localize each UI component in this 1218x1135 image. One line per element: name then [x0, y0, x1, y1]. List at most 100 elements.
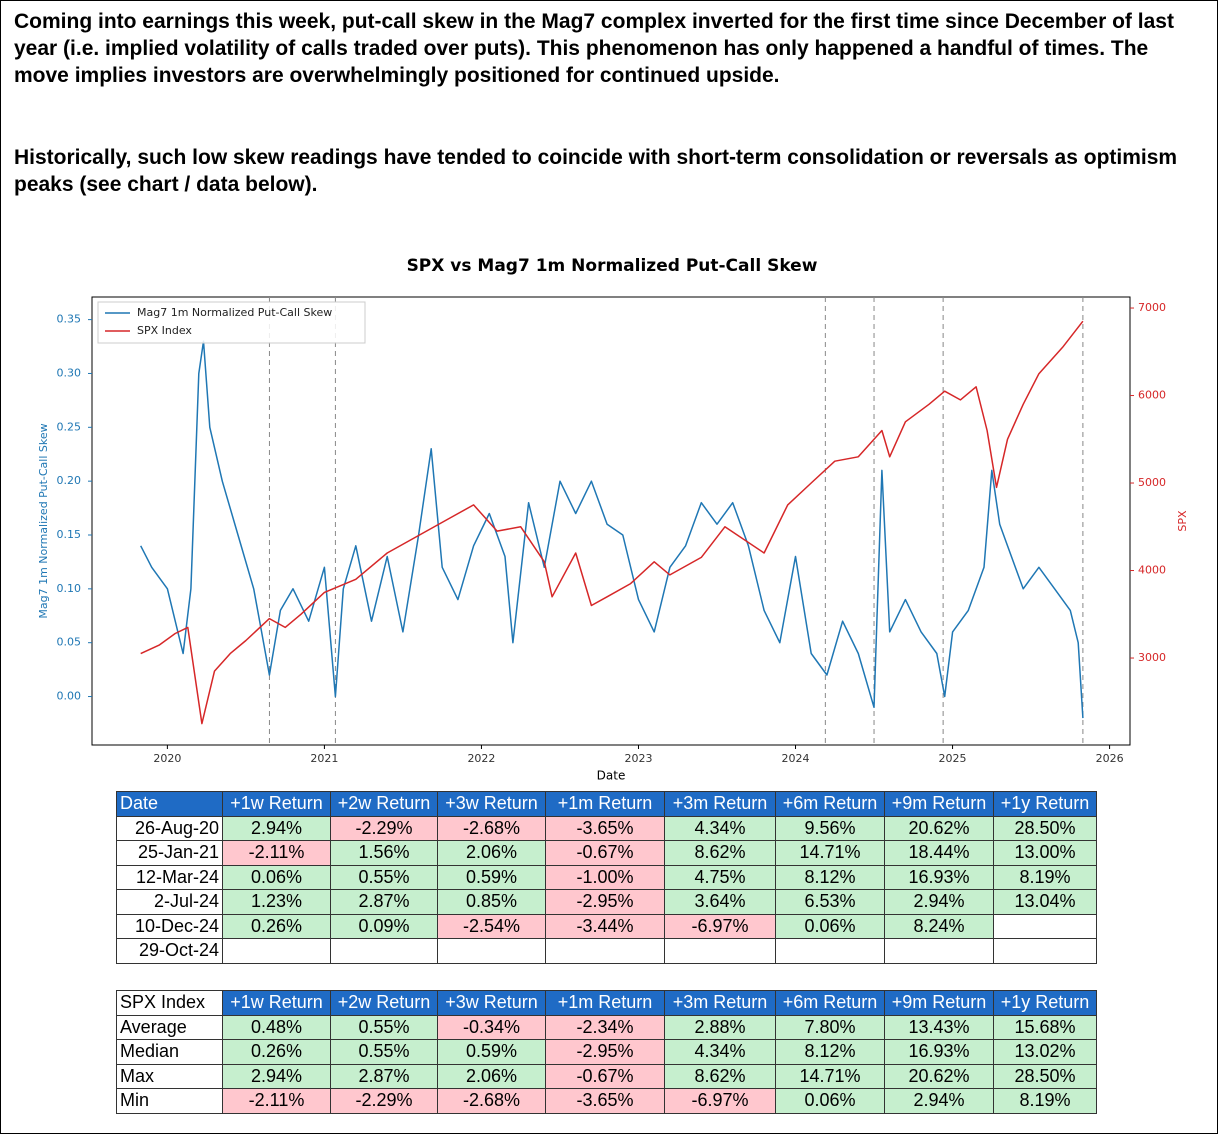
header-cell: +6m Return	[775, 791, 885, 817]
y-axis-label: Mag7 1m Normalized Put-Call Skew	[37, 423, 50, 618]
value-cell: 2.94%	[222, 815, 331, 841]
value-cell: 0.06%	[222, 864, 331, 890]
value-cell: 3.64%	[664, 889, 776, 915]
value-cell: 0.59%	[437, 864, 546, 890]
value-cell: -3.65%	[545, 1088, 665, 1114]
header-row: SPX Index +1w Return +2w Return +3w Return +…	[116, 990, 1097, 1016]
row-label: Average	[116, 1014, 223, 1040]
y2-tick-label: 7000	[1138, 301, 1166, 314]
value-cell: 16.93%	[884, 1039, 994, 1065]
value-cell: 16.93%	[884, 864, 994, 890]
value-cell: 0.26%	[222, 913, 331, 939]
empty-cell	[330, 938, 438, 964]
header-cell: +1m Return	[545, 791, 665, 817]
value-cell: 2.94%	[884, 889, 994, 915]
value-cell: -6.97%	[664, 913, 776, 939]
row-label: 12-Mar-24	[116, 864, 223, 890]
value-cell: 0.06%	[775, 1088, 885, 1114]
chart: SPX vs Mag7 1m Normalized Put-Call Skew …	[37, 256, 1189, 783]
value-cell: 0.55%	[330, 864, 438, 890]
value-cell: -0.67%	[545, 1063, 665, 1089]
value-cell: 0.59%	[437, 1039, 546, 1065]
y-tick-label: 0.15	[57, 528, 82, 541]
y-tick-label: 0.00	[57, 690, 82, 703]
series-line	[140, 320, 1084, 725]
value-cell: 0.85%	[437, 889, 546, 915]
value-cell: 0.48%	[222, 1014, 331, 1040]
table-row: Median 0.26% 0.55% 0.59% -2.95% 4.34% 8.12% 16.…	[116, 1039, 1097, 1065]
value-cell: -3.65%	[545, 815, 665, 841]
value-cell: -0.67%	[545, 840, 665, 866]
value-cell: -2.34%	[545, 1014, 665, 1040]
header-cell: +2w Return	[330, 990, 438, 1016]
table-row: 12-Mar-24 0.06% 0.55% 0.59% -1.00% 4.75% 8.12%…	[116, 864, 1097, 890]
value-cell: 2.94%	[222, 1063, 331, 1089]
value-cell: 9.56%	[775, 815, 885, 841]
x-tick-label: 2022	[467, 752, 495, 765]
value-cell: 0.26%	[222, 1039, 331, 1065]
series-line	[140, 340, 1084, 719]
value-cell: 2.87%	[330, 1063, 438, 1089]
y-tick-label: 0.20	[57, 474, 82, 487]
x-tick-label: 2021	[310, 752, 338, 765]
value-cell: 13.00%	[993, 840, 1097, 866]
value-cell: 14.71%	[775, 1063, 885, 1089]
value-cell: -2.68%	[437, 815, 546, 841]
value-cell: 6.53%	[775, 889, 885, 915]
value-cell: 8.62%	[664, 1063, 776, 1089]
chart-title: SPX vs Mag7 1m Normalized Put-Call Skew	[407, 256, 818, 276]
value-cell: 1.56%	[330, 840, 438, 866]
value-cell: 13.02%	[993, 1039, 1097, 1065]
row-label: 26-Aug-20	[116, 815, 223, 841]
table-row: Max 2.94% 2.87% 2.06% -0.67% 8.62% 14.71% 20.62…	[116, 1063, 1097, 1089]
value-cell: 2.94%	[884, 1088, 994, 1114]
value-cell: 7.80%	[775, 1014, 885, 1040]
y2-axis-label: SPX	[1176, 510, 1189, 532]
y-tick-label: 0.35	[57, 313, 82, 326]
value-cell: 8.12%	[775, 1039, 885, 1065]
header-cell: +1y Return	[993, 990, 1097, 1016]
table-row: Min -2.11% -2.29% -2.68% -3.65% -6.97% 0.06% 2.…	[116, 1088, 1097, 1114]
summary-table: SPX Index +1w Return +2w Return +3w Return +…	[116, 990, 1097, 1114]
value-cell: 18.44%	[884, 840, 994, 866]
legend-label: Mag7 1m Normalized Put-Call Skew	[137, 306, 332, 319]
value-cell: 8.19%	[993, 1088, 1097, 1114]
value-cell: 15.68%	[993, 1014, 1097, 1040]
empty-cell	[437, 938, 546, 964]
empty-cell	[222, 938, 331, 964]
plot-frame	[91, 296, 1131, 746]
value-cell: 4.34%	[664, 1039, 776, 1065]
empty-cell	[993, 938, 1097, 964]
value-cell: -2.95%	[545, 1039, 665, 1065]
value-cell: -2.54%	[437, 913, 546, 939]
row-label: 2-Jul-24	[116, 889, 223, 915]
header-cell: +9m Return	[884, 791, 994, 817]
value-cell: -2.11%	[222, 840, 331, 866]
events-table: Date +1w Return +2w Return +3w Return +1m Re…	[116, 791, 1097, 964]
value-cell: 4.34%	[664, 815, 776, 841]
empty-cell	[775, 938, 885, 964]
y-tick-label: 0.25	[57, 420, 82, 433]
paragraph: Historically, such low skew readings hav…	[14, 146, 1178, 196]
header-cell: SPX Index	[116, 990, 223, 1016]
table-row: 29-Oct-24	[116, 938, 1097, 964]
value-cell: 1.23%	[222, 889, 331, 915]
value-cell: 2.06%	[437, 1063, 546, 1089]
row-label: Max	[116, 1063, 223, 1089]
value-cell: 2.87%	[330, 889, 438, 915]
y2-tick-label: 5000	[1138, 476, 1166, 489]
value-cell: 2.88%	[664, 1014, 776, 1040]
x-tick-label: 2024	[782, 752, 810, 765]
value-cell: 0.55%	[330, 1039, 438, 1065]
y2-tick-label: 4000	[1138, 564, 1166, 577]
row-label: 25-Jan-21	[116, 840, 223, 866]
value-cell: 20.62%	[884, 1063, 994, 1089]
value-cell: 13.43%	[884, 1014, 994, 1040]
y-tick-label: 0.10	[57, 582, 82, 595]
value-cell: -1.00%	[545, 864, 665, 890]
table-row: 2-Jul-24 1.23% 2.87% 0.85% -2.95% 3.64% 6.53% 2…	[116, 889, 1097, 915]
x-tick-label: 2020	[153, 752, 181, 765]
header-cell: +1y Return	[993, 791, 1097, 817]
empty-cell	[993, 913, 1097, 939]
